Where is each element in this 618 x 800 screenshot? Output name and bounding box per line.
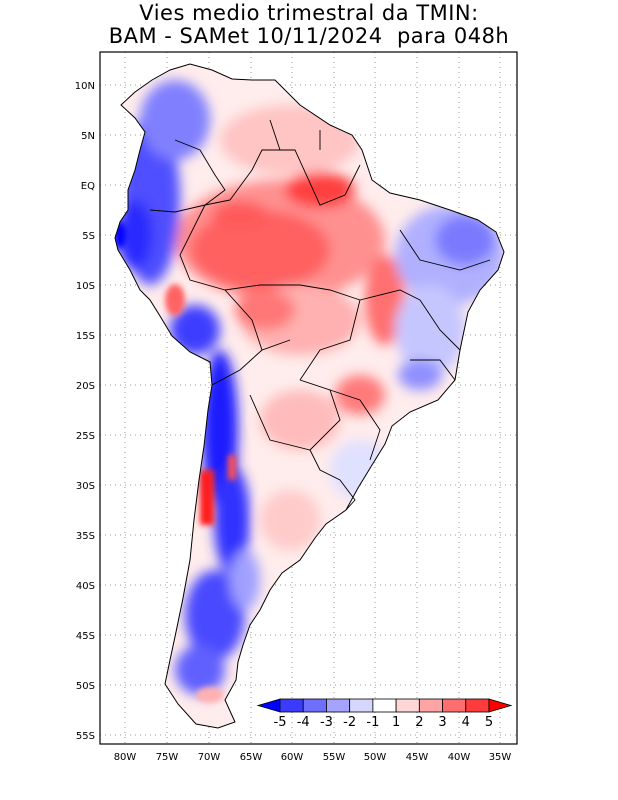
lat-label: 35S — [76, 531, 95, 542]
lon-label: 45W — [406, 752, 429, 763]
lat-label: 15S — [76, 331, 95, 342]
colorbar-swatch — [349, 698, 374, 713]
colorbar-swatch — [395, 698, 420, 713]
colorbar-swatch — [418, 698, 443, 713]
latitude-axis: 10N 5N EQ 5S 10S 15S 20S 25S 30S 35S 40S… — [75, 81, 95, 742]
colorbar-label: -3 — [320, 715, 333, 730]
lat-label: 45S — [76, 631, 95, 642]
lat-label: 5N — [81, 131, 95, 142]
colorbar: -5 -4 -3 -2 -1 1 2 3 4 5 — [256, 698, 513, 730]
colorbar-arrow-high — [488, 698, 513, 713]
lon-label: 35W — [489, 752, 512, 763]
colorbar-swatch — [465, 698, 490, 713]
lat-label: 25S — [76, 431, 95, 442]
longitude-axis: 80W 75W 70W 65W 60W 55W 50W 45W 40W 35W — [114, 752, 512, 763]
colorbar-label: -4 — [297, 715, 310, 730]
map-border — [99, 51, 518, 745]
lat-label: 55S — [76, 731, 95, 742]
colorbar-label: 2 — [415, 715, 423, 730]
lon-label: 75W — [156, 752, 179, 763]
lat-label: 10S — [76, 281, 95, 292]
title-line-1: Vies medio trimestral da TMIN: — [139, 1, 479, 25]
colorbar-label: 1 — [392, 715, 400, 730]
lat-label: 10N — [75, 81, 95, 92]
colorbar-label: -1 — [366, 715, 379, 730]
lon-label: 55W — [323, 752, 346, 763]
lon-label: 70W — [198, 752, 221, 763]
lon-label: 80W — [114, 752, 137, 763]
colorbar-label: 3 — [438, 715, 446, 730]
colorbar-label: 4 — [462, 715, 470, 730]
chart-title: Vies medio trimestral da TMIN: BAM - SAM… — [0, 2, 618, 48]
colorbar-swatch — [326, 698, 351, 713]
lat-label: 30S — [76, 481, 95, 492]
lon-label: 40W — [448, 752, 471, 763]
lon-label: 65W — [240, 752, 263, 763]
coastline — [114, 63, 505, 729]
lat-label: 50S — [76, 681, 95, 692]
colorbar-label: -5 — [274, 715, 287, 730]
colorbar-swatch — [279, 698, 304, 713]
colorbar-label: 5 — [485, 715, 493, 730]
colorbar-swatch — [442, 698, 467, 713]
lat-label: 20S — [76, 381, 95, 392]
lat-label: 40S — [76, 581, 95, 592]
colorbar-swatch — [302, 698, 327, 713]
lon-label: 50W — [364, 752, 387, 763]
colorbar-swatch — [372, 698, 397, 713]
lat-label: EQ — [81, 181, 95, 192]
country-borders — [149, 119, 491, 511]
lat-label: 5S — [82, 231, 95, 242]
colorbar-label: -2 — [343, 715, 356, 730]
title-line-2: BAM - SAMet 10/11/2024 para 048h — [108, 24, 510, 48]
lon-label: 60W — [281, 752, 304, 763]
